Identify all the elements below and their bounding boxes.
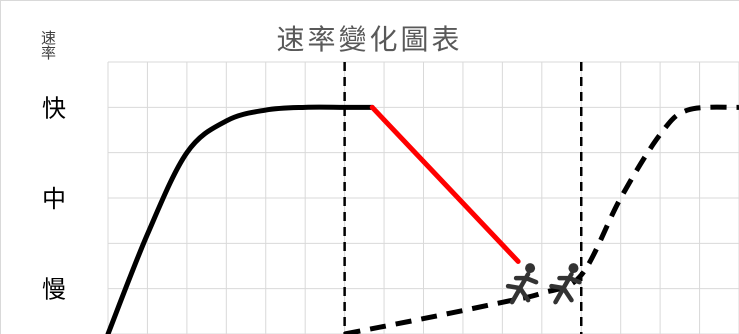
y-tick-label: 慢 [42, 276, 66, 304]
series-line-solid [105, 104, 375, 334]
runner-icon [549, 263, 582, 305]
chart-title: 速率變化圖表 [276, 23, 463, 56]
series-line-dashed [344, 104, 739, 334]
y-tick-label: 快 [42, 94, 66, 122]
runner-icon [505, 263, 539, 305]
series-line-red [369, 104, 521, 264]
y-axis-label: 速率 [39, 30, 57, 60]
y-tick-label: 中 [42, 185, 66, 213]
